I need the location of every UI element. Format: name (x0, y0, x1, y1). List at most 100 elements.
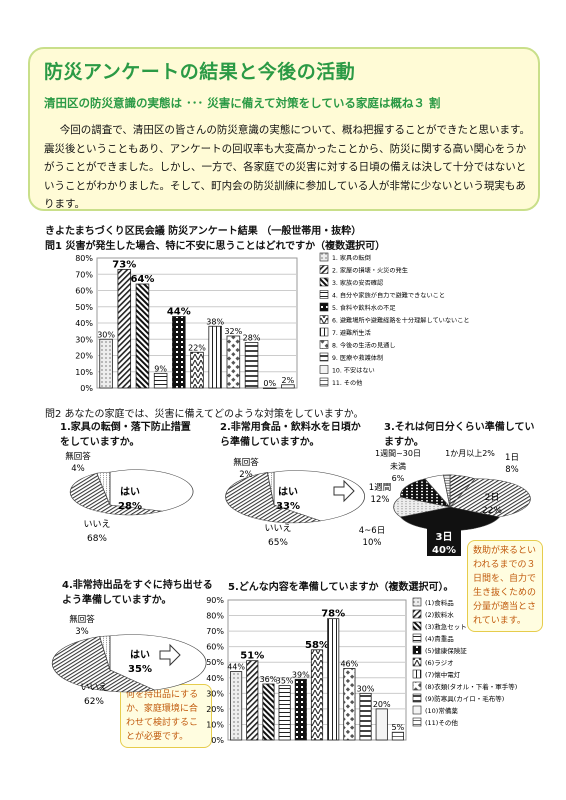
sq4-title: 4.非常持出品をすぐに持ち出せるよう準備していますか。 (62, 580, 213, 606)
pie-label-4-6d: 4~6日 (359, 526, 385, 536)
y-tick-label: 60% (75, 287, 93, 296)
pie-slice-yes (273, 470, 366, 522)
pie-label-1w: 1週間 (369, 483, 391, 493)
y-tick-label: 60% (206, 643, 224, 652)
bar (391, 731, 404, 741)
legend-swatch (319, 265, 329, 274)
bar (172, 316, 186, 389)
pie-label-2d: 2日 (485, 492, 500, 503)
data-label: 22% (188, 343, 206, 352)
pie-label-no: いいえ (80, 682, 107, 693)
pie-value-3d: 40% (432, 545, 456, 556)
legend-swatch (412, 693, 422, 703)
pie-value-1d: 8% (505, 465, 519, 475)
pie-slice-no (51, 636, 156, 693)
pie-value-1w-30d: 6% (392, 474, 405, 483)
pie-value-no: 65% (268, 538, 288, 548)
q1-title: 問1 災害が発生した場合、特に不安に思うことはどれですか（複数選択可） (45, 241, 386, 252)
legend-label: 2. 家屋の損壊・火災の発生 (332, 267, 408, 275)
y-tick-label: 0% (80, 384, 93, 393)
legend-swatch (412, 621, 422, 631)
pie-value-na: 4% (71, 464, 85, 474)
bar (310, 649, 324, 741)
legend-label: 6. 避難場所や避難経路を十分理解していないこと (332, 317, 470, 325)
legend-swatch (319, 302, 329, 312)
pie-label-yes: はい (130, 649, 150, 661)
y-tick-label: 0% (211, 736, 224, 745)
data-label: 38% (206, 317, 224, 326)
pie-slice-2d (449, 478, 531, 518)
pie-label-1d: 1日 (505, 453, 519, 463)
data-label: 35% (276, 677, 294, 686)
pie-label-no: いいえ (264, 523, 291, 534)
data-label: 20% (373, 700, 391, 709)
pie-slice-yes (109, 469, 194, 512)
data-label: 30% (357, 684, 375, 693)
pie-value-na: 3% (75, 627, 89, 637)
legend-label: 5. 食料や飲料水の不足 (332, 304, 396, 312)
pie-value-no: 68% (87, 534, 107, 544)
pie-label-1m: 1か月以上2% (445, 449, 495, 458)
y-tick-label: 20% (75, 352, 93, 361)
data-label: 5% (392, 723, 405, 732)
pie-label-yes: はい (120, 486, 140, 498)
pie-label-3d: 3日 (436, 531, 453, 543)
arrow-icon (159, 643, 181, 667)
legend-label: (5)健康保険証 (425, 646, 467, 655)
bar (244, 342, 259, 389)
y-tick-label: 80% (206, 612, 224, 621)
y-tick-label: 70% (75, 270, 93, 279)
y-tick-label: 90% (206, 596, 224, 605)
bar (226, 335, 241, 389)
bar (117, 268, 132, 389)
sq1-title: 1.家具の転倒・落下防止措置をしていますか。 (60, 422, 191, 448)
legend-label: (1)食料品 (425, 598, 454, 607)
y-tick-label: 50% (206, 658, 224, 667)
data-label: 44% (227, 663, 245, 672)
note-three-days: 数助が来るといわれるまでの３日間を、自力で生き抜くための分量が適当とされています… (467, 540, 543, 632)
bar (327, 618, 340, 741)
data-label: 58% (305, 640, 329, 651)
legend-label: 9. 医療や救護体制 (332, 354, 383, 362)
pie-slice-na (99, 635, 111, 671)
q2-title: 問2 あなたの家庭では、災害に備えてどのような対策をしていますか。 (45, 409, 364, 420)
page-subtitle: 清田区の防災意識の実態は ･･･ 災害に備えて対策をしている家庭は概ね３ 割 (44, 96, 441, 110)
data-label: 46% (340, 659, 358, 668)
legend-swatch (319, 252, 329, 262)
pie-value-yes: 35% (128, 664, 152, 675)
pie-label-na: 無回答 (233, 457, 259, 468)
legend-swatch (412, 657, 422, 667)
legend-label: (7)懐中電灯 (425, 670, 461, 679)
bar (208, 325, 222, 389)
legend-swatch (412, 669, 422, 679)
data-label: 73% (112, 259, 136, 270)
legend-label: (3)救急セット (425, 622, 467, 631)
data-label: 2% (282, 376, 295, 385)
y-tick-label: 80% (75, 254, 93, 263)
legend-label: (2)飲料水 (425, 610, 454, 619)
legend-swatch (319, 365, 329, 374)
pie-slice-1w (400, 478, 451, 508)
legend-label: 8. 今後の生活の見通し (332, 342, 396, 350)
data-label: 0% (263, 379, 276, 388)
pie-slice-4-6d (393, 496, 452, 518)
arrow-icon (333, 479, 355, 503)
pie-value-2d: 22% (482, 506, 502, 516)
pie-label-1w-30d: 1週間~30日 (375, 449, 421, 458)
legend-swatch (319, 290, 329, 299)
bar (281, 384, 295, 389)
pie-label-yes: はい (278, 486, 298, 498)
data-label: 28% (243, 334, 261, 343)
intro-text: 今回の調査で、清田区の皆さんの防災意識の実態について、概ね把握することができたと… (44, 124, 530, 210)
data-label: 39% (292, 670, 310, 679)
pie-slice-no (69, 472, 164, 516)
legend-label: (8)衣類(タオル・下着・軍手等) (425, 682, 517, 691)
legend-label: 10. 不安はない (332, 367, 375, 375)
legend-swatch (412, 717, 422, 727)
bar (343, 668, 356, 741)
bar (99, 338, 113, 389)
y-tick-label: 70% (206, 627, 224, 636)
legend-label: 4. 自分や家族が自力で避難できないこと (332, 292, 445, 300)
legend-swatch (412, 681, 422, 691)
